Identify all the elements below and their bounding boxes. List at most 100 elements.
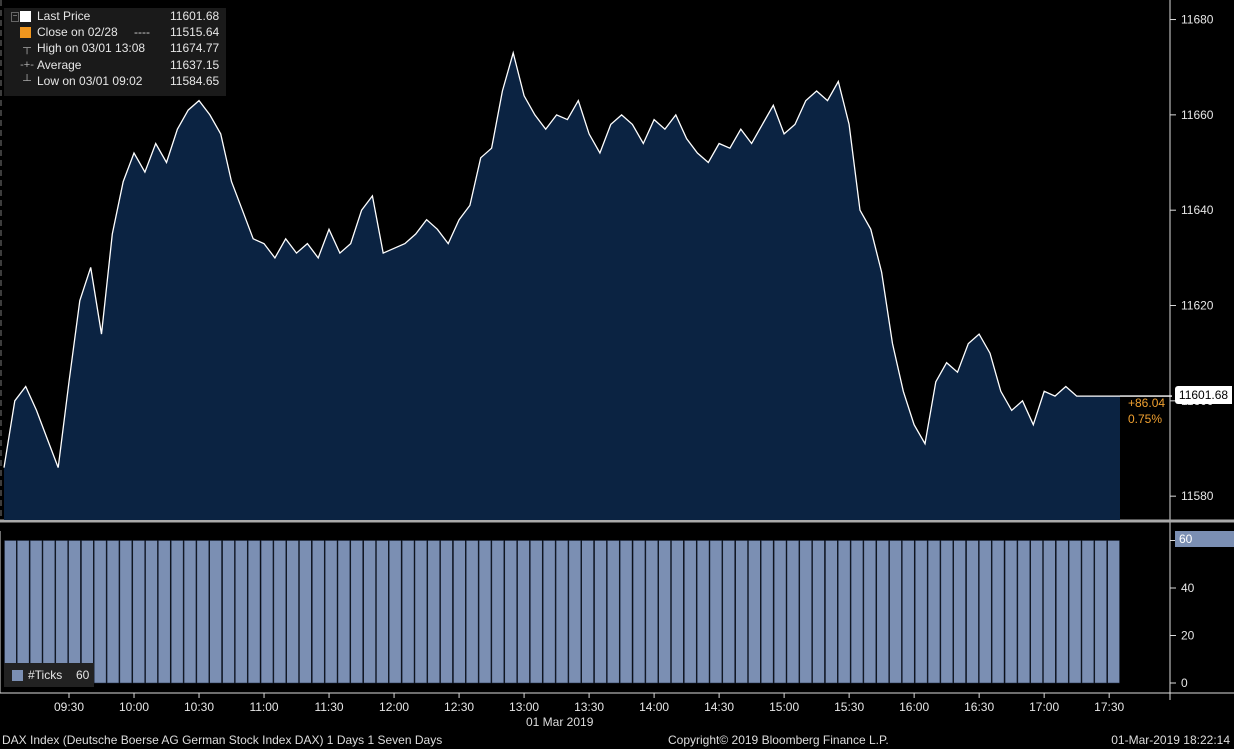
ticks-bar <box>1081 540 1095 684</box>
ticks-bar <box>927 540 941 684</box>
legend-label: High on 03/01 13:08 <box>37 41 146 56</box>
ticks-bar <box>466 540 479 684</box>
ticks-bar <box>414 540 428 684</box>
ticks-bar <box>68 540 81 684</box>
ticks-bar <box>645 540 658 684</box>
ticks-bar <box>825 540 838 684</box>
ticks-bar <box>671 540 684 684</box>
ticks-axis-label: 20 <box>1181 629 1195 643</box>
ticks-bar <box>619 540 633 684</box>
ticks-bar <box>889 540 902 684</box>
price-legend: − Last Price 11601.68 Close on 02/28 ---… <box>4 8 226 96</box>
price-tick-label: 11680 <box>1181 13 1214 27</box>
ticks-bar <box>260 540 274 684</box>
ticks-bar <box>29 540 43 684</box>
ticks-bar <box>478 540 492 684</box>
ticks-bar <box>1094 540 1107 684</box>
ticks-bar <box>543 540 556 684</box>
ticks-bar <box>196 540 209 684</box>
ticks-bar <box>209 540 222 684</box>
ticks-bar <box>401 540 415 684</box>
time-tick-label: 17:30 <box>1094 700 1124 714</box>
time-tick-label: 14:30 <box>704 700 734 714</box>
ticks-legend-value: 60 <box>76 668 90 682</box>
ticks-axis-label: 40 <box>1181 581 1195 595</box>
ticks-legend-label: #Ticks <box>28 668 63 682</box>
ticks-bar <box>42 540 56 684</box>
time-tick-label: 14:00 <box>639 700 669 714</box>
ticks-bar <box>286 540 299 684</box>
ticks-bar <box>145 540 158 684</box>
ticks-bar <box>235 540 248 684</box>
ticks-bar <box>363 540 376 684</box>
ticks-bar <box>427 540 440 684</box>
time-tick-label: 12:00 <box>379 700 409 714</box>
ticks-bar <box>632 540 646 684</box>
ticks-bar <box>1017 540 1030 684</box>
copyright: Copyright© 2019 Bloomberg Finance L.P. <box>668 733 889 747</box>
ticks-bar <box>658 540 671 684</box>
ticks-bar <box>966 540 979 684</box>
ticks-bar <box>863 540 876 684</box>
ticks-bar <box>1056 540 1069 684</box>
legend-value: 11674.77 <box>170 41 220 56</box>
ticks-legend: #Ticks 60 <box>4 663 94 687</box>
time-tick-label: 11:00 <box>249 700 278 714</box>
price-plot <box>0 0 1172 521</box>
ticks-bar <box>915 540 928 684</box>
ticks-bar <box>786 540 800 684</box>
ticks-bar <box>594 540 607 684</box>
ticks-bar <box>555 540 569 684</box>
ticks-bar <box>504 540 517 684</box>
legend-label: Last Price <box>37 9 91 23</box>
ticks-bar <box>991 540 1005 684</box>
ticks-bar <box>876 540 889 684</box>
ticks-bar <box>1107 540 1120 684</box>
ticks-bar <box>312 540 325 684</box>
ticks-bar <box>299 540 312 684</box>
last-price-tag: 11601.68 <box>1175 386 1232 404</box>
ticks-bar <box>350 540 363 684</box>
time-tick-label: 09:30 <box>54 700 84 714</box>
price-tick-label: 11660 <box>1181 108 1214 122</box>
legend-high: ┬ High on 03/01 13:08 11674.77 <box>4 40 226 56</box>
ticks-value-tag: 60 <box>1175 531 1234 547</box>
ticks-bar <box>183 540 197 684</box>
ticks-bar <box>132 540 145 684</box>
ticks-bar <box>389 540 402 684</box>
ticks-bar <box>273 540 286 684</box>
ticks-bar <box>4 540 17 684</box>
legend-average: -+- Average 11637.15 <box>4 57 226 73</box>
ticks-bar <box>222 540 235 684</box>
legend-value: 11515.64 <box>170 25 220 40</box>
white-swatch-icon <box>20 11 31 22</box>
time-tick-label: 16:00 <box>899 700 929 714</box>
ticks-bar <box>581 540 594 684</box>
ticks-plot <box>4 540 1120 684</box>
security-description: DAX Index (Deutsche Boerse AG German Sto… <box>2 733 443 747</box>
time-x-axis: 09:30 10:00 10:30 11:00 11:30 12:00 12:30 13:00… <box>54 693 1125 714</box>
collapse-icon[interactable]: − <box>11 11 19 22</box>
time-tick-label: 15:00 <box>769 700 799 714</box>
ticks-bar <box>568 540 581 684</box>
high-marker-icon: ┬ <box>23 42 31 55</box>
price-tick-label: 11640 <box>1181 203 1214 217</box>
time-tick-label: 16:30 <box>964 700 994 714</box>
ticks-bar <box>735 540 748 684</box>
ticks-bar <box>684 540 697 684</box>
legend-label: Low on 03/01 09:02 <box>37 73 143 88</box>
legend-label: Close on 02/28 <box>37 25 118 40</box>
timestamp: 01-Mar-2019 18:22:14 <box>1111 733 1230 747</box>
ticks-bar <box>17 540 30 684</box>
ticks-bar <box>940 540 953 684</box>
ticks-bar <box>953 540 966 684</box>
time-tick-label: 12:30 <box>444 700 474 714</box>
ticks-bar <box>530 540 543 684</box>
change-abs: +86.04 <box>1128 396 1166 410</box>
time-tick-label: 11:30 <box>314 700 343 714</box>
price-tick-label: 11620 <box>1181 299 1214 313</box>
ticks-swatch-icon <box>12 670 23 681</box>
average-marker-icon: -+- <box>20 58 34 71</box>
ticks-bar <box>1068 540 1082 684</box>
